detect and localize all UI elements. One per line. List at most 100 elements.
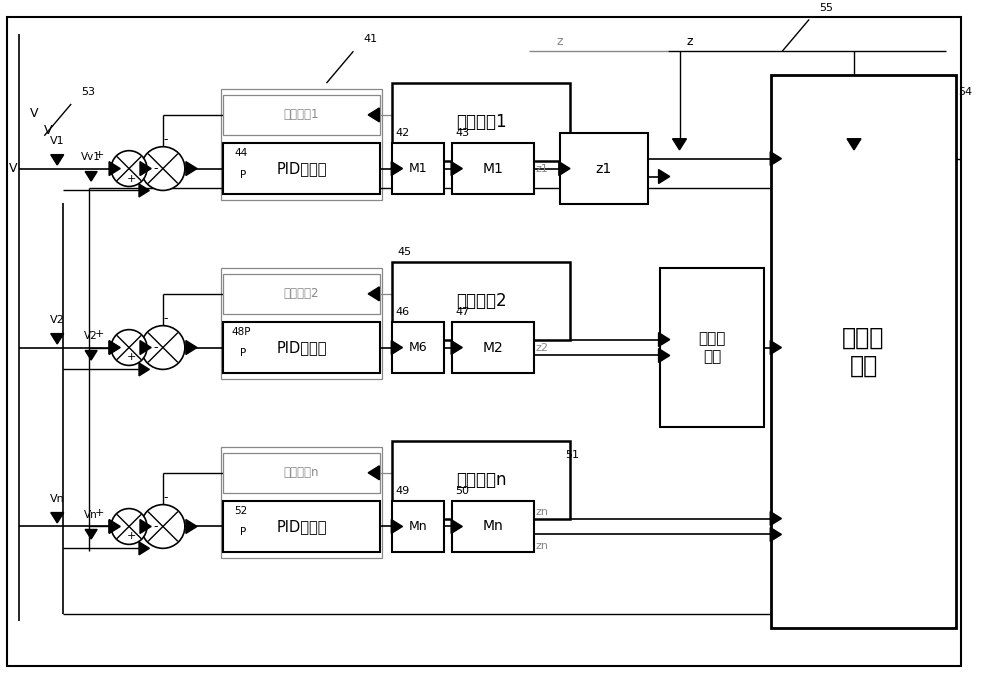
Polygon shape <box>140 162 151 175</box>
Bar <box>452 322 534 374</box>
Polygon shape <box>368 108 379 122</box>
Circle shape <box>111 151 147 186</box>
Bar <box>452 143 534 194</box>
Text: z: z <box>557 35 563 48</box>
Text: 53: 53 <box>81 87 95 97</box>
Bar <box>771 75 956 628</box>
Polygon shape <box>659 349 670 362</box>
Bar <box>660 268 764 427</box>
Polygon shape <box>770 512 781 525</box>
Text: -: - <box>164 312 168 325</box>
Circle shape <box>141 147 185 190</box>
Bar <box>221 89 382 200</box>
Circle shape <box>141 326 185 370</box>
Text: 速度反馈1: 速度反馈1 <box>456 113 506 131</box>
Text: 41: 41 <box>363 35 377 44</box>
Text: PID控制器: PID控制器 <box>276 519 327 534</box>
Text: 速度反馈2: 速度反馈2 <box>284 287 319 301</box>
Text: +: + <box>94 508 104 517</box>
Text: V: V <box>44 125 53 137</box>
Bar <box>223 95 380 135</box>
Polygon shape <box>51 154 64 165</box>
Polygon shape <box>186 162 197 175</box>
Text: +: + <box>126 173 136 183</box>
Polygon shape <box>85 529 97 539</box>
Bar <box>221 447 382 559</box>
Text: 50: 50 <box>455 485 469 496</box>
Text: 速度反馈2: 速度反馈2 <box>456 292 506 310</box>
Polygon shape <box>770 341 781 355</box>
Text: +: + <box>94 328 104 338</box>
Text: 54: 54 <box>959 87 973 97</box>
Text: 模糊补
偿器: 模糊补 偿器 <box>842 326 885 377</box>
Text: Mn: Mn <box>483 519 503 533</box>
Bar <box>560 133 648 204</box>
Polygon shape <box>109 519 120 533</box>
Bar <box>392 262 570 340</box>
Polygon shape <box>770 152 781 166</box>
Text: Vn: Vn <box>84 510 98 519</box>
Polygon shape <box>85 171 97 181</box>
Polygon shape <box>51 334 64 344</box>
Polygon shape <box>139 184 149 197</box>
Text: +: + <box>94 150 104 160</box>
Text: 47: 47 <box>455 307 469 317</box>
Polygon shape <box>659 332 670 347</box>
Bar <box>392 500 444 552</box>
Text: 速度反馈n: 速度反馈n <box>456 471 506 489</box>
Polygon shape <box>770 527 781 542</box>
Polygon shape <box>85 351 97 360</box>
Bar <box>392 441 570 519</box>
Text: zn: zn <box>535 506 548 517</box>
Text: 48P: 48P <box>231 326 250 336</box>
Text: 模糊补
偿器: 模糊补 偿器 <box>698 331 726 364</box>
Polygon shape <box>139 542 149 555</box>
Circle shape <box>141 504 185 548</box>
Text: V1: V1 <box>50 135 65 146</box>
Bar <box>223 143 380 194</box>
Text: Vv1: Vv1 <box>81 152 101 162</box>
Text: z2: z2 <box>535 343 548 353</box>
Text: 速度反馈1: 速度反馈1 <box>284 108 319 121</box>
Text: 44: 44 <box>234 148 247 158</box>
Text: -: - <box>154 162 158 175</box>
Text: +: + <box>126 353 136 362</box>
Text: z1: z1 <box>596 162 612 175</box>
Text: 45: 45 <box>397 247 411 257</box>
Bar <box>452 500 534 552</box>
Text: PID控制器: PID控制器 <box>276 161 327 176</box>
Bar <box>392 143 444 194</box>
Bar <box>223 453 380 493</box>
Text: 51: 51 <box>565 450 579 460</box>
Circle shape <box>111 330 147 366</box>
Text: 46: 46 <box>395 307 409 317</box>
Circle shape <box>111 508 147 544</box>
Polygon shape <box>391 341 402 355</box>
Text: 52: 52 <box>234 506 247 516</box>
Polygon shape <box>109 341 120 355</box>
Text: 49: 49 <box>395 485 409 496</box>
Bar <box>392 322 444 374</box>
Polygon shape <box>109 520 119 533</box>
Polygon shape <box>109 162 120 175</box>
Polygon shape <box>51 512 64 523</box>
Text: M1: M1 <box>483 162 503 175</box>
Text: Mn: Mn <box>409 520 428 533</box>
Text: zn: zn <box>535 542 548 551</box>
Text: M6: M6 <box>409 341 428 354</box>
Text: 42: 42 <box>395 128 409 138</box>
Bar <box>223 322 380 374</box>
Text: V: V <box>9 162 18 175</box>
Polygon shape <box>673 139 686 150</box>
Text: z1: z1 <box>535 164 548 173</box>
Polygon shape <box>186 341 197 355</box>
Bar <box>223 500 380 552</box>
Text: -: - <box>154 341 158 354</box>
Text: -: - <box>154 520 158 533</box>
Text: P: P <box>240 349 246 359</box>
Text: z: z <box>686 35 693 48</box>
Polygon shape <box>559 162 570 175</box>
Text: 55: 55 <box>819 3 833 12</box>
Bar <box>223 274 380 313</box>
Text: V: V <box>30 108 39 121</box>
